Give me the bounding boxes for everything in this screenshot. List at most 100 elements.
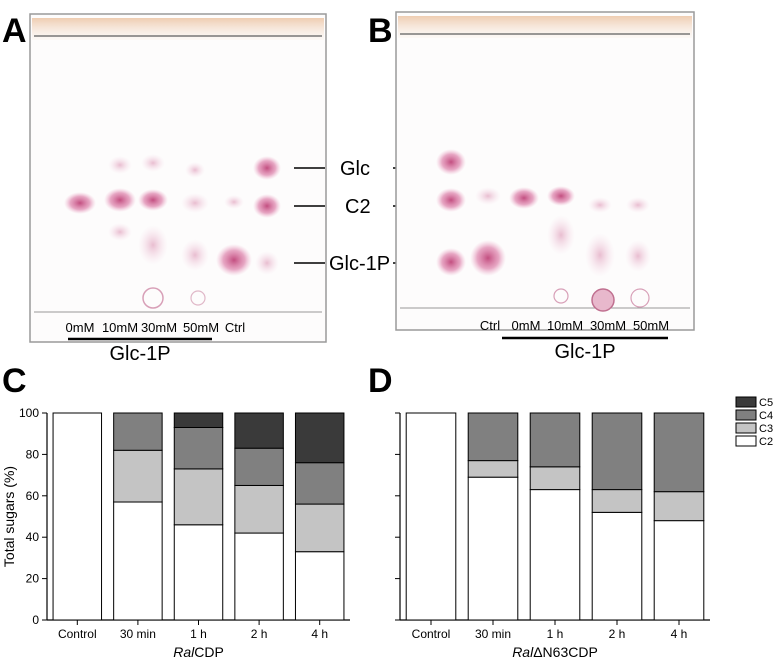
bar-c5 (234, 412, 284, 449)
chart-c: 0 20 40 60 80 100 Total sugars (%) Control 30 mi… (1, 406, 350, 660)
bar-c4 (294, 462, 345, 505)
y-tick-label: 40 (26, 530, 40, 544)
legend-swatch-c2 (735, 435, 757, 447)
lane-labels-a: 0mM 10mM 30mM 50mM Ctrl (66, 320, 246, 335)
tlc-spot (436, 149, 466, 175)
marker-label-glc: Glc (340, 158, 370, 180)
x-tick-label: 30 min (475, 627, 511, 641)
group-label-b: Glc-1P (554, 341, 615, 363)
tlc-spot (224, 195, 244, 209)
bar-c2 (529, 489, 581, 621)
lane-label: 50mM (183, 320, 219, 335)
lane-label: 30mM (590, 318, 626, 333)
panel-a: A Glc C2 Glc-1P (2, 12, 428, 365)
tlc-spot (185, 162, 205, 178)
x-axis-title-italic: Ral (512, 644, 534, 660)
tlc-spot (181, 193, 209, 213)
group-label-a: Glc-1P (109, 343, 170, 365)
bar-c3 (591, 489, 643, 513)
bar-c2 (234, 532, 284, 621)
tlc-spot (475, 187, 501, 205)
solvent-front-b (398, 16, 692, 38)
solvent-front-a (32, 18, 324, 40)
tlc-plate-a (29, 13, 327, 343)
bar-c4 (653, 412, 705, 493)
panel-letter-c: C (2, 362, 27, 400)
x-tick-label: 30 min (120, 627, 156, 641)
tlc-spot (141, 154, 165, 172)
tlc-spot (547, 215, 575, 255)
bar-c5 (173, 412, 224, 428)
x-axis-title-italic: Ral (173, 644, 195, 660)
tlc-spot (253, 194, 281, 218)
bar-c5 (294, 412, 345, 464)
bar-c3 (234, 484, 284, 534)
y-tick-label: 20 (26, 572, 40, 586)
panel-letter-d: D (368, 362, 393, 400)
panel-b: B Ctrl 0mM 10mM 30mM 50mM (368, 11, 695, 363)
x-tick-label: 1 h (547, 627, 564, 641)
bar-c3 (653, 491, 705, 522)
bar-c2 (113, 501, 163, 621)
lane-label: 50mM (633, 318, 669, 333)
y-axis-title: Total sugars (%) (1, 466, 17, 567)
x-tick-label: 4 h (311, 627, 328, 641)
tlc-spot (588, 197, 612, 213)
bar-c4 (591, 412, 643, 491)
bar-c2 (173, 524, 224, 621)
x-tick-label: 4 h (671, 627, 688, 641)
tlc-origin-spot (630, 288, 650, 308)
tlc-spot (138, 225, 168, 265)
tlc-spot (216, 244, 252, 276)
tlc-spot (585, 233, 615, 277)
bar-c2 (653, 520, 705, 621)
x-axis-title-rest: CDP (194, 644, 224, 660)
tlc-spot (436, 188, 466, 212)
x-tick-label: Control (58, 627, 97, 641)
legend-label-c5: C5 (759, 397, 773, 409)
tlc-spot (626, 197, 650, 213)
legend-label-c2: C2 (759, 436, 773, 448)
x-tick-label: 1 h (190, 627, 207, 641)
legend-swatch-c4 (735, 409, 757, 421)
lane-label: 10mM (547, 318, 583, 333)
bar-c3 (294, 503, 345, 553)
tlc-spot (108, 156, 132, 174)
lane-label: 0mM (512, 318, 541, 333)
x-axis-title: RalΔN63CDP (512, 644, 598, 660)
x-tick-label: Control (412, 627, 451, 641)
panel-letter-a: A (2, 12, 27, 50)
lane-label: Ctrl (225, 320, 245, 335)
legend-swatch-c3 (735, 422, 757, 434)
bar-c2 (405, 412, 457, 621)
bar-c3 (113, 449, 163, 503)
tlc-spot (255, 251, 279, 275)
lane-label: 10mM (102, 320, 138, 335)
tlc-origin-spot (190, 290, 206, 306)
legend-swatch-c5 (735, 396, 757, 408)
bar-c2 (591, 511, 643, 621)
y-tick-label: 80 (26, 447, 40, 461)
y-tick-label: 0 (32, 613, 39, 627)
bar-c2 (52, 412, 103, 621)
tlc-origin-spot (142, 287, 164, 309)
x-tick-label: 2 h (251, 627, 268, 641)
marker-label-glc1p: Glc-1P (329, 253, 390, 275)
tlc-origin-spot (591, 288, 615, 312)
lane-labels-b: Ctrl 0mM 10mM 30mM 50mM (480, 318, 669, 333)
tlc-spot (625, 240, 651, 272)
lane-label: Ctrl (480, 318, 500, 333)
bar-c4 (113, 412, 163, 451)
bar-c4 (234, 447, 284, 486)
tlc-origin-spot (553, 288, 569, 304)
tlc-spot (436, 248, 466, 276)
legend-label-c4: C4 (759, 410, 773, 422)
tlc-spot (470, 240, 506, 276)
bar-c4 (173, 426, 224, 470)
x-axis-title-rest: ΔN63CDP (533, 644, 598, 660)
tlc-spot (108, 223, 132, 241)
bar-c3 (529, 466, 581, 491)
lane-label: 0mM (66, 320, 95, 335)
tlc-spot (253, 156, 281, 180)
